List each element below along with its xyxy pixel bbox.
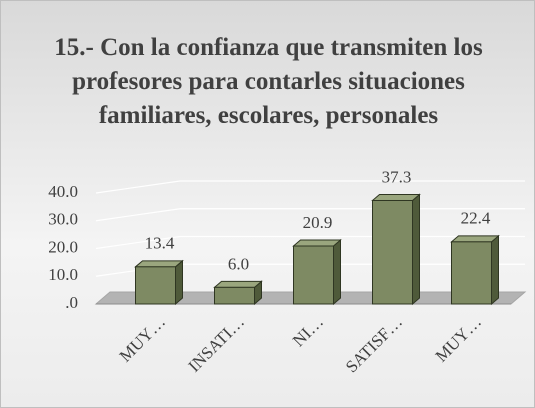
- bar-face: [491, 234, 499, 306]
- y-tick-label: 10.0: [48, 265, 78, 284]
- data-label: 6.0: [228, 254, 249, 273]
- bar-face: [135, 266, 176, 305]
- x-tick-label: INSATI…: [185, 312, 249, 376]
- data-label: 37.3: [382, 167, 412, 186]
- bar: [292, 238, 342, 306]
- bar-face: [451, 241, 492, 305]
- bar-face: [372, 199, 413, 305]
- bar-face: [134, 260, 184, 268]
- data-label: 22.4: [461, 209, 491, 228]
- bar-face: [293, 245, 334, 305]
- y-tick-label: 30.0: [48, 210, 78, 229]
- bar-face: [333, 238, 341, 306]
- bar-face: [175, 259, 183, 306]
- bar: [371, 193, 421, 306]
- bar: [134, 259, 184, 306]
- x-tick-label: MUY…: [116, 312, 170, 366]
- y-tick-label: 40.0: [48, 182, 78, 201]
- y-tick-label: .0: [65, 293, 78, 312]
- x-tick-label: SATISF…: [342, 312, 406, 376]
- y-tick-label: 20.0: [48, 237, 78, 256]
- x-tick-label: MUY…: [432, 312, 486, 366]
- bar-face: [213, 280, 263, 288]
- bar: [450, 234, 500, 306]
- data-label: 13.4: [145, 234, 175, 253]
- chart-title: 15.- Con la confianza que transmiten los…: [54, 34, 483, 129]
- bar-face: [292, 239, 342, 247]
- bar-face: [371, 193, 421, 201]
- bar-face: [214, 286, 255, 305]
- x-tick-label: NI…: [289, 312, 327, 350]
- grid-line: [95, 180, 525, 194]
- bar: [213, 280, 263, 306]
- data-label: 20.9: [303, 213, 333, 232]
- bar-face: [412, 193, 420, 306]
- bar-face: [450, 235, 500, 243]
